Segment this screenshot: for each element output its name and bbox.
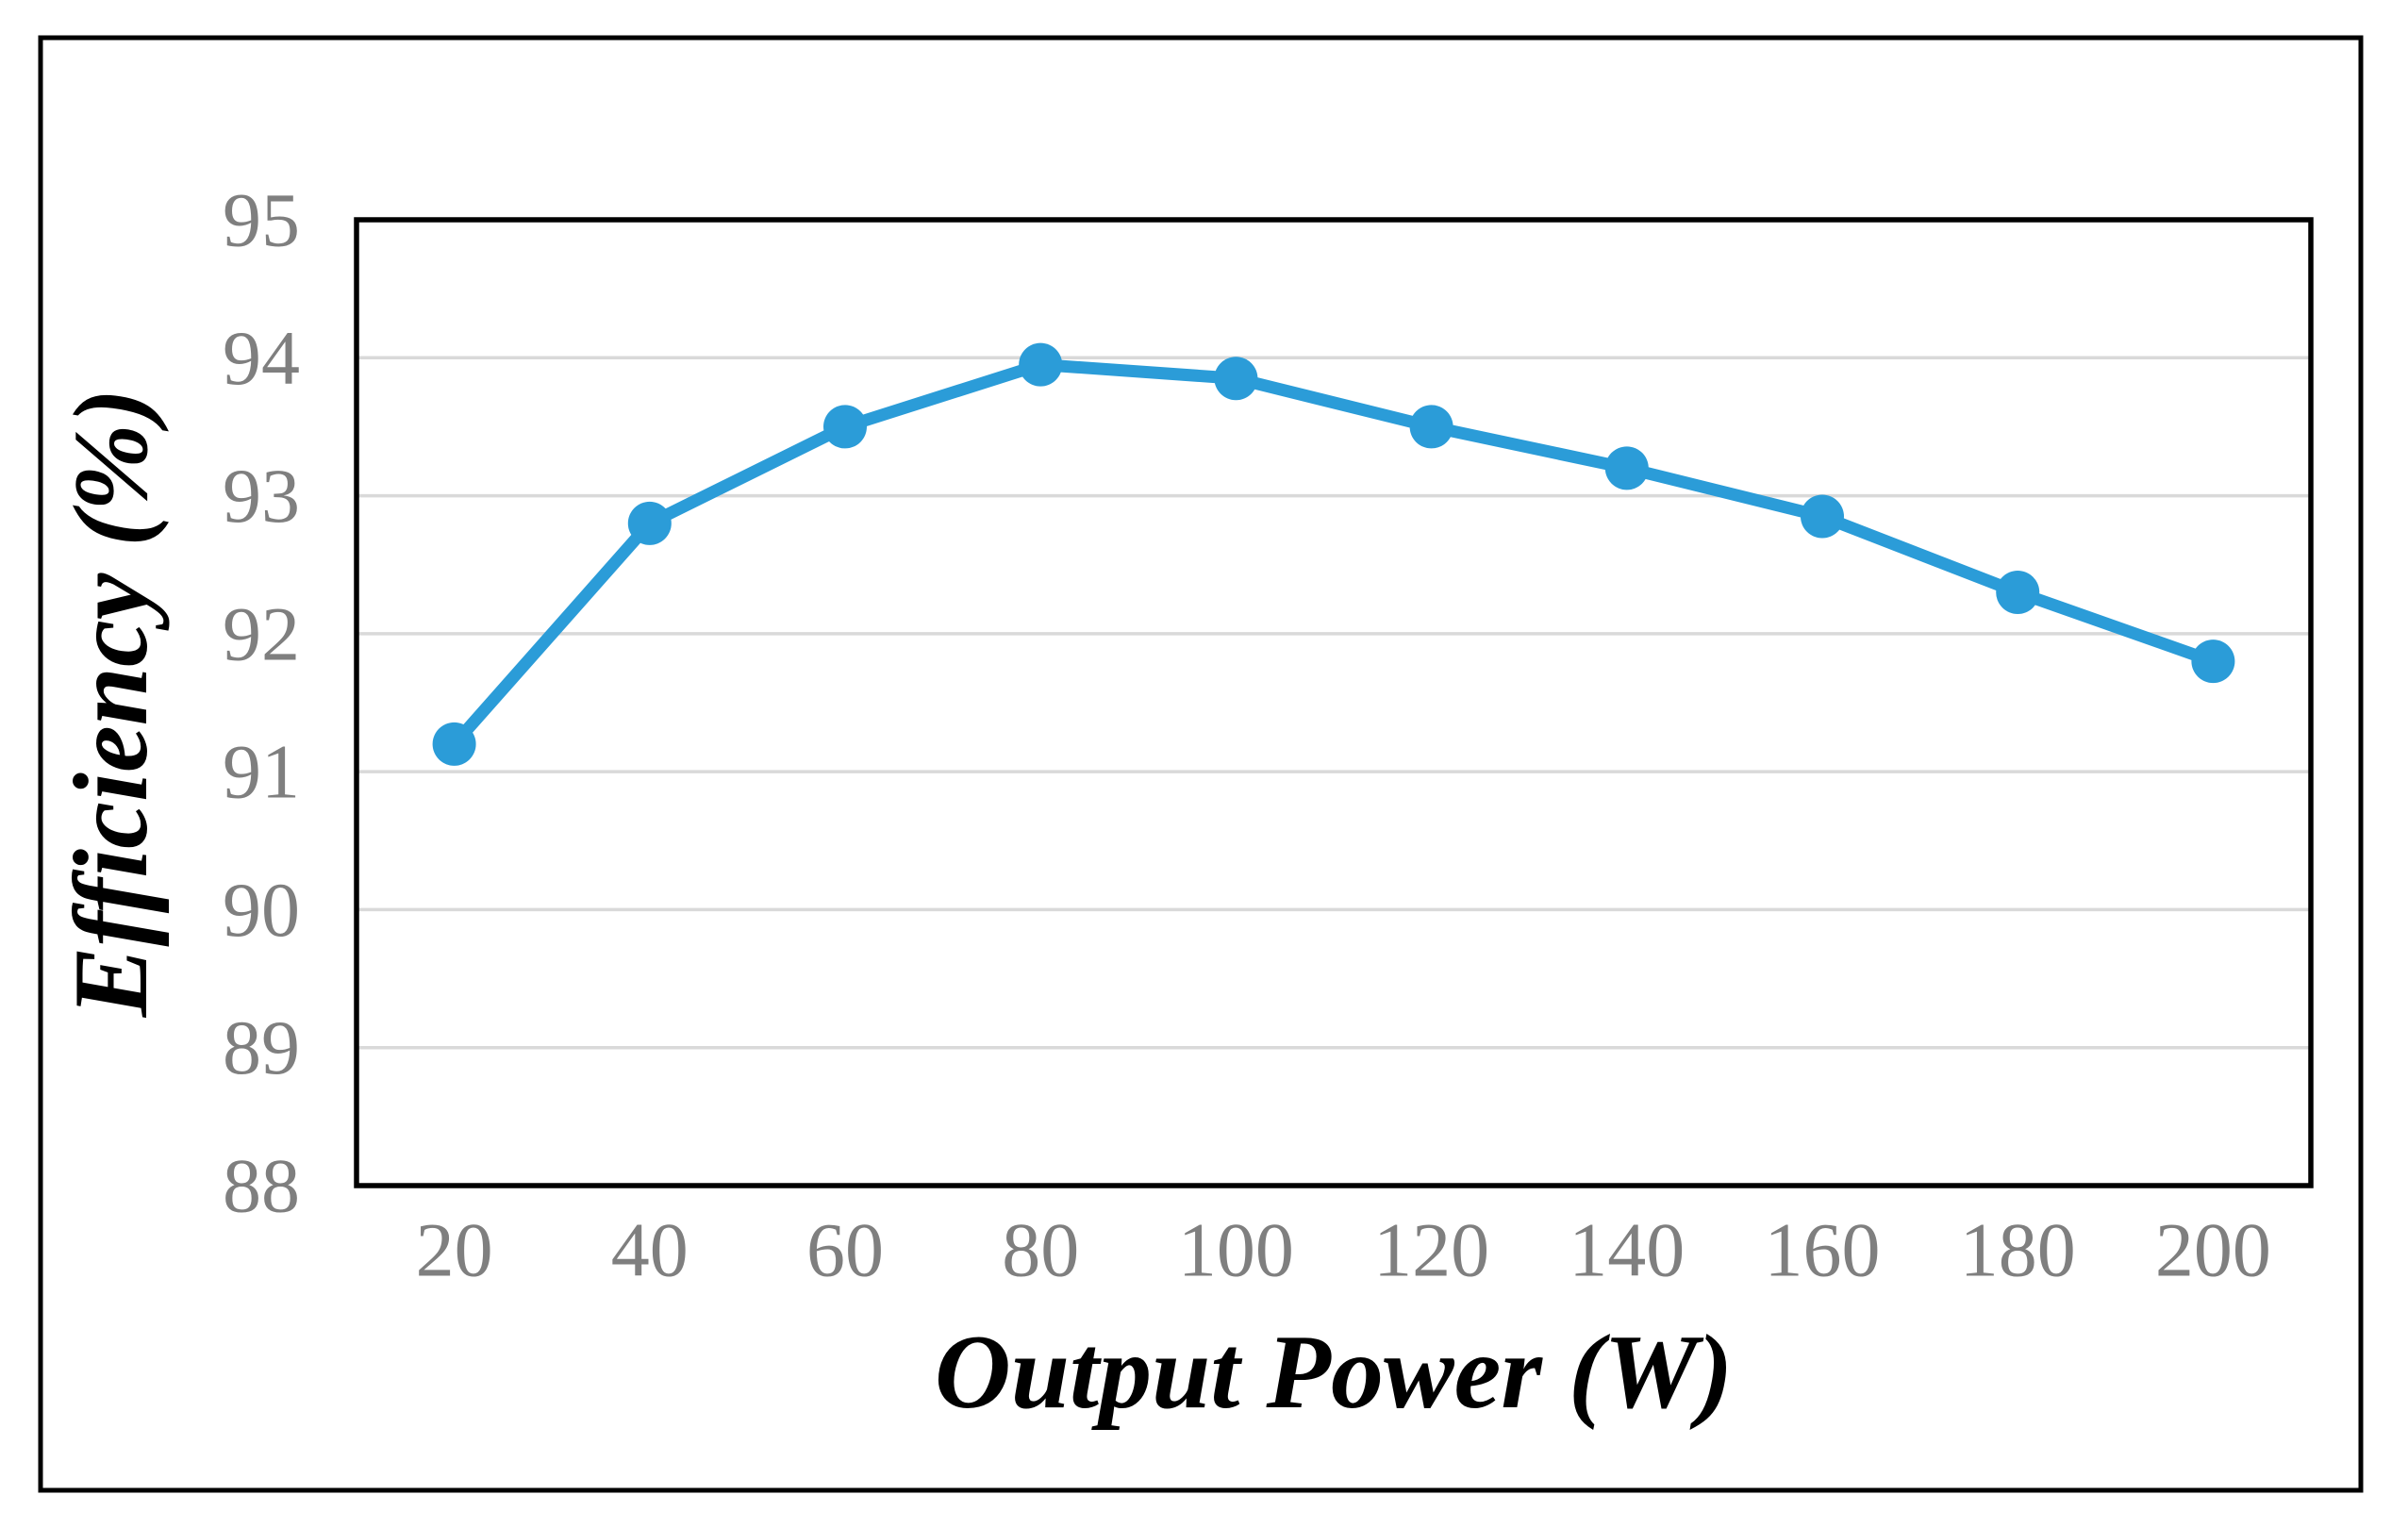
y-tick-label-89: 89 xyxy=(223,1005,300,1090)
y-tick-label-94: 94 xyxy=(223,315,300,401)
y-tick-label-93: 93 xyxy=(223,453,300,539)
efficiency-line xyxy=(448,358,2219,751)
x-axis-tick-labels: 20 40 60 80 100 120 140 160 180 200 xyxy=(416,1207,2271,1293)
y-gridlines xyxy=(357,356,2311,1050)
y-tick-label-92: 92 xyxy=(223,590,300,676)
x-tick-label-60: 60 xyxy=(806,1207,884,1293)
plot-area-border xyxy=(354,217,2314,1188)
data-point-40W xyxy=(627,501,672,545)
data-point-100W xyxy=(1214,357,1258,401)
y-tick-label-90: 90 xyxy=(223,867,300,953)
data-point-160W xyxy=(1801,494,1844,539)
data-point-80W xyxy=(1019,342,1063,387)
x-tick-label-20: 20 xyxy=(416,1207,493,1293)
data-point-140W xyxy=(1604,446,1649,490)
data-point-200W xyxy=(2191,639,2235,684)
x-tick-label-180: 180 xyxy=(1960,1207,2076,1293)
x-tick-label-80: 80 xyxy=(1002,1207,1079,1293)
data-point-180W xyxy=(1996,570,2040,614)
y-tick-label-91: 91 xyxy=(223,729,300,815)
y-axis-title: Efficiency (%) xyxy=(53,389,170,1019)
data-point-60W xyxy=(823,405,867,449)
y-tick-label-88: 88 xyxy=(223,1143,300,1229)
series-efficiency-line xyxy=(432,342,2235,766)
x-axis-title: Output Power (W) xyxy=(935,1314,1733,1431)
y-tick-label-95: 95 xyxy=(223,177,300,263)
y-axis-tick-labels: 88 89 90 91 92 93 94 95 xyxy=(223,177,300,1229)
x-tick-label-100: 100 xyxy=(1178,1207,1294,1293)
x-tick-label-40: 40 xyxy=(611,1207,689,1293)
x-tick-label-160: 160 xyxy=(1765,1207,1881,1293)
x-tick-label-200: 200 xyxy=(2155,1207,2271,1293)
data-point-120W xyxy=(1409,405,1453,449)
x-tick-label-140: 140 xyxy=(1569,1207,1685,1293)
data-point-20W xyxy=(432,722,476,766)
outer-frame-border xyxy=(38,35,2364,1493)
x-tick-label-120: 120 xyxy=(1373,1207,1489,1293)
